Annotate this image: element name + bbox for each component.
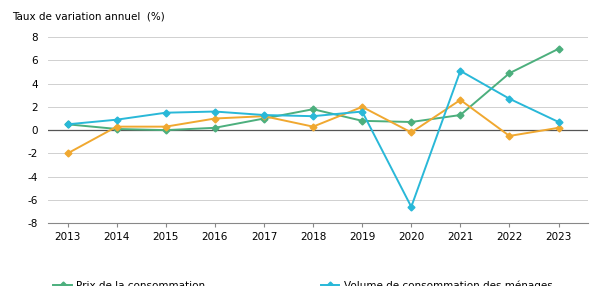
Volume de consommation des ménages (555, 120, 562, 124)
Line: Prix de la consommation: Prix de la consommation (65, 46, 561, 132)
Volume de consommation des ménages (310, 114, 317, 118)
Prix de la consommation (211, 126, 218, 130)
Legend: Prix de la consommation, Pouvoir d'achat (par unité de consommation), Volume de : Prix de la consommation, Pouvoir d'achat… (53, 280, 553, 286)
Prix de la consommation (260, 117, 268, 120)
Pouvoir d'achat (par unité de consommation) (211, 117, 218, 120)
Text: Taux de variation annuel  (%): Taux de variation annuel (%) (12, 11, 165, 21)
Prix de la consommation (64, 123, 71, 126)
Pouvoir d'achat (par unité de consommation) (162, 125, 169, 128)
Prix de la consommation (359, 119, 366, 122)
Prix de la consommation (506, 72, 513, 75)
Line: Volume de consommation des ménages: Volume de consommation des ménages (65, 68, 561, 209)
Prix de la consommation (162, 128, 169, 132)
Pouvoir d'achat (par unité de consommation) (457, 98, 464, 102)
Volume de consommation des ménages (457, 69, 464, 73)
Volume de consommation des ménages (506, 97, 513, 100)
Pouvoir d'achat (par unité de consommation) (260, 114, 268, 118)
Pouvoir d'achat (par unité de consommation) (310, 125, 317, 128)
Volume de consommation des ménages (211, 110, 218, 113)
Prix de la consommation (407, 120, 415, 124)
Volume de consommation des ménages (260, 113, 268, 117)
Pouvoir d'achat (par unité de consommation) (359, 105, 366, 109)
Volume de consommation des ménages (359, 110, 366, 113)
Pouvoir d'achat (par unité de consommation) (113, 125, 121, 128)
Pouvoir d'achat (par unité de consommation) (506, 134, 513, 138)
Line: Pouvoir d'achat (par unité de consommation): Pouvoir d'achat (par unité de consommati… (65, 98, 561, 156)
Prix de la consommation (310, 108, 317, 111)
Prix de la consommation (555, 47, 562, 51)
Volume de consommation des ménages (64, 123, 71, 126)
Volume de consommation des ménages (162, 111, 169, 114)
Prix de la consommation (113, 127, 121, 131)
Pouvoir d'achat (par unité de consommation) (64, 152, 71, 155)
Volume de consommation des ménages (407, 205, 415, 208)
Prix de la consommation (457, 113, 464, 117)
Volume de consommation des ménages (113, 118, 121, 121)
Pouvoir d'achat (par unité de consommation) (407, 131, 415, 134)
Pouvoir d'achat (par unité de consommation) (555, 126, 562, 130)
